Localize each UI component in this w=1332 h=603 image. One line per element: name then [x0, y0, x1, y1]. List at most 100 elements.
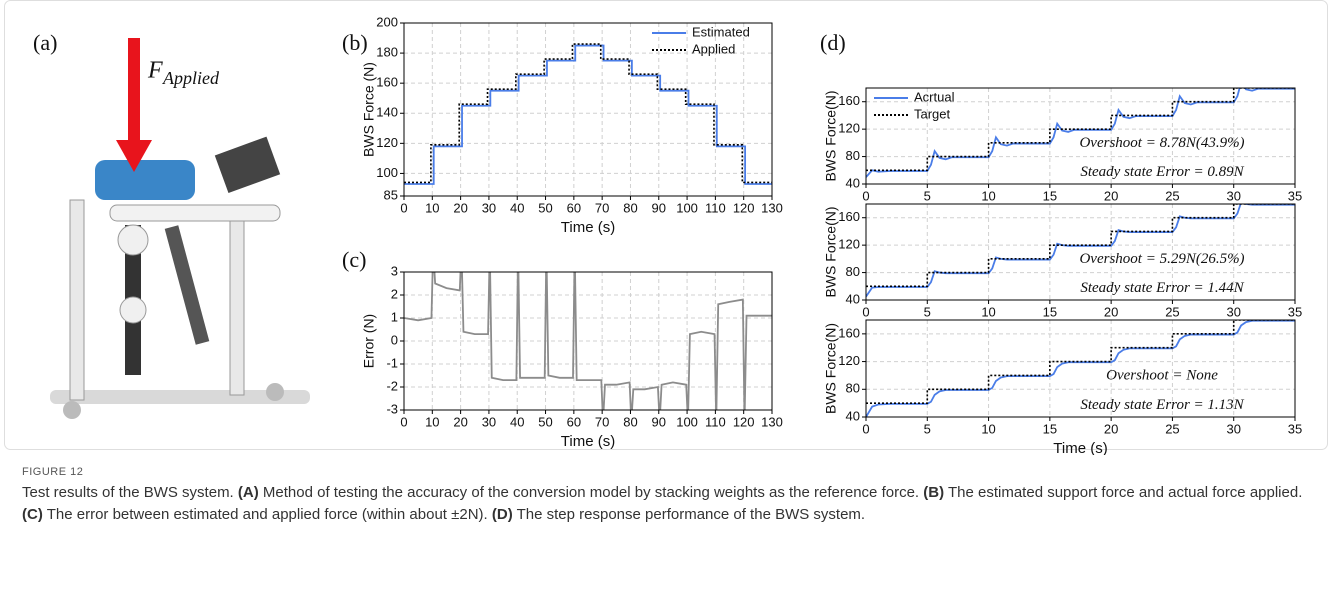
- force-subscript: Applied: [162, 68, 220, 88]
- x-tick-label: 20: [1104, 304, 1118, 319]
- annotation: Steady state Error = 1.44N: [1080, 280, 1244, 296]
- x-axis-label: Time (s): [561, 219, 615, 236]
- caption-part: The step response performance of the BWS…: [512, 506, 866, 523]
- y-tick-label: 120: [376, 135, 398, 150]
- photo-base: [50, 390, 310, 404]
- x-tick-label: 60: [567, 200, 581, 215]
- photo-wheel: [63, 401, 81, 419]
- x-tick-label: 80: [623, 414, 637, 429]
- x-tick-label: 5: [924, 188, 931, 203]
- x-tick-label: 20: [1104, 188, 1118, 203]
- photo-frame: [109, 204, 281, 222]
- panel-label: (a): [33, 30, 57, 55]
- x-tick-label: 120: [733, 414, 755, 429]
- annotation: Overshoot = 8.78N(43.9%): [1079, 135, 1244, 151]
- series-line: [404, 43, 772, 184]
- y-tick-label: -2: [386, 378, 398, 393]
- y-tick-label: -1: [386, 355, 398, 370]
- y-tick-label: 160: [838, 209, 860, 224]
- series-line: [866, 88, 1295, 172]
- legend-label: Acrtual: [914, 89, 955, 104]
- x-tick-label: 60: [567, 414, 581, 429]
- x-tick-label: 80: [623, 200, 637, 215]
- y-tick-label: 160: [838, 325, 860, 340]
- y-tick-label: 40: [846, 175, 860, 190]
- x-tick-label: 25: [1165, 421, 1179, 436]
- x-tick-label: 100: [676, 414, 698, 429]
- chart: 0 5 10 15 20 25 30 35 40 80 120 160 Time (s) BWS Forc…: [823, 319, 1302, 455]
- series-line: [866, 204, 1295, 288]
- x-tick-label: 0: [400, 414, 407, 429]
- plot-frame: [865, 87, 1296, 185]
- y-tick-label: 80: [846, 264, 860, 279]
- caption-part: (D): [491, 506, 513, 523]
- series-line: [866, 88, 1295, 178]
- y-tick-label: 160: [376, 75, 398, 90]
- y-axis-label: BWS Force(N): [823, 323, 839, 414]
- x-tick-label: 25: [1165, 304, 1179, 319]
- x-tick-label: 10: [981, 421, 995, 436]
- photo-frame: [229, 204, 245, 396]
- y-tick-label: 0: [391, 332, 398, 347]
- y-axis-label: BWS Force(N): [823, 91, 839, 182]
- annotation: Overshoot = 5.29N(26.5%): [1079, 251, 1244, 267]
- photo-screen: [214, 136, 281, 194]
- x-tick-label: 90: [652, 414, 666, 429]
- caption-text: Test results of the BWS system. (A) Meth…: [22, 482, 1312, 526]
- y-tick-label: 80: [846, 148, 860, 163]
- x-tick-label: 35: [1288, 304, 1302, 319]
- force-arrow: [128, 38, 140, 148]
- x-tick-label: 15: [1043, 188, 1057, 203]
- y-tick-label: 120: [838, 237, 860, 252]
- x-tick-label: 130: [761, 200, 783, 215]
- y-tick-label: 1: [391, 309, 398, 324]
- x-tick-label: 30: [482, 200, 496, 215]
- x-tick-label: 70: [595, 414, 609, 429]
- annotation: Steady state Error = 1.13N: [1080, 397, 1244, 413]
- photo-frame: [69, 199, 85, 401]
- x-tick-label: 110: [705, 414, 726, 429]
- legend-label: Applied: [692, 41, 735, 56]
- x-tick-label: 120: [733, 200, 755, 215]
- y-tick-label: 180: [376, 45, 398, 60]
- annotation: Steady state Error = 0.89N: [1080, 164, 1244, 180]
- y-tick-label: 120: [838, 353, 860, 368]
- y-tick-label: 85: [384, 187, 398, 202]
- x-tick-label: 100: [676, 200, 698, 215]
- x-axis-label: Time (s): [1053, 440, 1107, 455]
- caption-part: The estimated support force and actual f…: [944, 484, 1303, 501]
- y-axis-label: BWS Force(N): [823, 207, 839, 298]
- legend-label: Target: [914, 106, 951, 121]
- y-tick-label: 100: [376, 165, 398, 180]
- x-axis-label: Time (s): [561, 433, 615, 450]
- x-tick-label: 20: [453, 414, 467, 429]
- panel-label: (c): [342, 247, 366, 272]
- panel-label: (d): [820, 30, 846, 55]
- x-tick-label: 10: [425, 200, 439, 215]
- x-tick-label: 30: [1226, 188, 1240, 203]
- x-tick-label: 0: [862, 421, 869, 436]
- y-tick-label: 140: [376, 105, 398, 120]
- caption-part: Method of testing the accuracy of the co…: [258, 484, 924, 501]
- series-line: [866, 320, 1295, 404]
- x-tick-label: 35: [1288, 421, 1302, 436]
- y-tick-label: 40: [846, 291, 860, 306]
- photo-joint: [117, 224, 149, 256]
- x-tick-label: 0: [400, 200, 407, 215]
- x-tick-label: 90: [652, 200, 666, 215]
- photo-harness: [95, 160, 195, 200]
- y-tick-label: 160: [838, 93, 860, 108]
- force-symbol: F: [147, 58, 163, 84]
- x-tick-label: 5: [924, 421, 931, 436]
- x-tick-label: 25: [1165, 188, 1179, 203]
- x-tick-label: 15: [1043, 421, 1057, 436]
- y-tick-label: 3: [391, 263, 398, 278]
- photo-leg: [164, 225, 210, 345]
- legend-label: Estimated: [692, 24, 750, 39]
- caption-part: The error between estimated and applied …: [42, 506, 492, 523]
- caption-part: (C): [22, 506, 43, 523]
- photo-wheel: [266, 383, 284, 401]
- x-tick-label: 0: [862, 188, 869, 203]
